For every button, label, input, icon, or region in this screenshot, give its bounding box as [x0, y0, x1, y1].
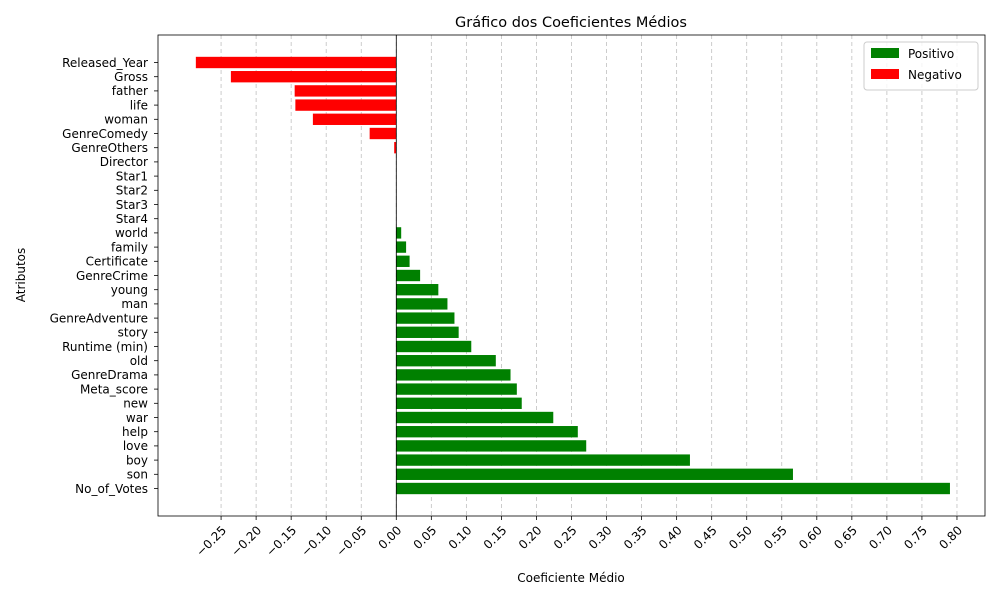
- bar-family: [396, 241, 407, 253]
- bar-released-year: [195, 56, 397, 69]
- bar-boy: [396, 454, 690, 466]
- x-tick-label: −0.05: [333, 523, 369, 559]
- y-axis-ticks: Released_YearGrossfatherlifewomanGenreCo…: [50, 56, 158, 496]
- bar-gross: [230, 71, 397, 83]
- y-tick-label: new: [123, 397, 148, 411]
- legend-label-positive: Positivo: [908, 47, 954, 61]
- y-tick-label: war: [126, 411, 148, 425]
- y-tick-label: old: [130, 354, 148, 368]
- x-tick-label: 0.30: [586, 523, 615, 552]
- y-tick-label: GenreAdventure: [50, 311, 148, 325]
- bar-world: [396, 227, 402, 239]
- y-tick-label: GenreCrime: [76, 269, 148, 283]
- x-tick-label: 0.80: [936, 523, 965, 552]
- y-tick-label: father: [112, 84, 148, 98]
- x-tick-label: 0.35: [621, 523, 650, 552]
- y-tick-label: woman: [104, 113, 148, 127]
- y-tick-label: family: [111, 240, 148, 254]
- y-tick-label: GenreOthers: [71, 141, 148, 155]
- bar-genredrama: [396, 369, 511, 381]
- y-tick-label: man: [121, 297, 148, 311]
- bars: [195, 56, 950, 495]
- bar-genreadventure: [396, 312, 455, 324]
- legend-swatch-positive: [871, 48, 899, 58]
- x-tick-label: 0.25: [551, 523, 580, 552]
- x-tick-label: 0.65: [831, 523, 860, 552]
- bar-young: [396, 284, 439, 296]
- chart-title: Gráfico dos Coeficientes Médios: [455, 15, 687, 31]
- y-tick-label: boy: [126, 453, 148, 467]
- bar-certificate: [396, 255, 410, 267]
- y-tick-label: Certificate: [86, 255, 148, 269]
- x-tick-label: 0.55: [761, 523, 790, 552]
- bar-war: [396, 411, 554, 424]
- bar-life: [295, 99, 397, 111]
- y-tick-label: Runtime (min): [62, 340, 148, 354]
- bar-genreothers: [394, 142, 397, 154]
- x-tick-label: 0.70: [866, 523, 895, 552]
- y-tick-label: No_of_Votes: [75, 482, 148, 496]
- bar-genrecomedy: [369, 127, 397, 140]
- y-tick-label: world: [115, 226, 148, 240]
- y-tick-label: young: [111, 283, 148, 297]
- y-tick-label: Star2: [116, 184, 148, 198]
- y-tick-label: Released_Year: [62, 56, 148, 70]
- x-axis-ticks: −0.25 −0.20 −0.15 −0.10 −0.05 0.00 0.05 0.10 0.1…: [193, 516, 965, 559]
- y-tick-label: Meta_score: [80, 382, 148, 396]
- y-tick-label: love: [123, 439, 148, 453]
- legend-label-negative: Negativo: [908, 68, 962, 82]
- x-axis-label: Coeficiente Médio: [517, 571, 625, 585]
- x-tick-label: 0.50: [726, 523, 755, 552]
- y-tick-label: help: [122, 425, 148, 439]
- bar-love: [396, 440, 587, 452]
- x-tick-label: 0.60: [796, 523, 825, 552]
- y-tick-label: story: [118, 326, 148, 340]
- bar-story: [396, 326, 459, 338]
- y-tick-label: Star4: [116, 212, 148, 226]
- y-tick-label: Director: [100, 155, 148, 169]
- x-tick-label: 0.40: [656, 523, 685, 552]
- bar-woman: [312, 113, 397, 125]
- x-tick-label: −0.15: [263, 523, 299, 559]
- bar-meta-score: [396, 383, 517, 395]
- y-tick-label: Gross: [114, 70, 148, 84]
- bar-old: [396, 355, 496, 367]
- legend: Positivo Negativo: [863, 41, 979, 91]
- x-tick-label: 0.05: [411, 523, 440, 552]
- y-tick-label: GenreDrama: [71, 368, 148, 382]
- bar-father: [294, 85, 397, 97]
- y-axis-label: Atributos: [14, 248, 28, 303]
- x-tick-label: 0.15: [481, 523, 510, 552]
- y-tick-label: Star1: [116, 169, 148, 183]
- x-tick-label: −0.25: [193, 523, 229, 559]
- bar-genrecrime: [396, 269, 421, 282]
- x-tick-label: 0.45: [691, 523, 720, 552]
- x-tick-label: 0.75: [901, 523, 930, 552]
- x-tick-label: 0.10: [446, 523, 475, 552]
- legend-swatch-negative: [871, 69, 899, 79]
- y-tick-label: GenreComedy: [62, 127, 148, 141]
- bar-help: [396, 426, 578, 438]
- y-tick-label: Star3: [116, 198, 148, 212]
- x-tick-label: 0.20: [516, 523, 545, 552]
- bar-no-of-votes: [396, 482, 950, 495]
- y-tick-label: son: [127, 468, 148, 482]
- y-tick-label: life: [130, 98, 148, 112]
- bar-new: [396, 397, 522, 409]
- x-tick-label: −0.10: [298, 523, 334, 559]
- x-tick-label: −0.20: [228, 523, 264, 559]
- x-tick-label: 0.00: [376, 523, 405, 552]
- bar-son: [396, 468, 793, 480]
- bar-man: [396, 298, 448, 310]
- bar-runtime-min: [396, 340, 472, 353]
